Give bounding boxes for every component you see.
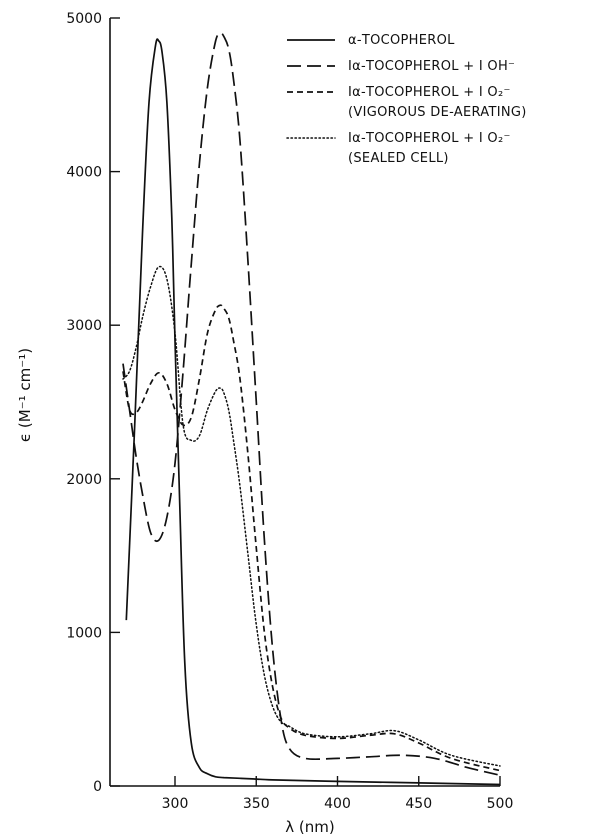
legend-note-3: (VIGOROUS DE-AERATING) — [348, 105, 527, 120]
legend-label-3: Iα-TOCOPHEROL + I O₂⁻ — [348, 85, 511, 100]
series-line-4 — [122, 265, 501, 767]
chart-ticks: 0 1000 2000 3000 4000 5000 300 350 400 450 500 — [66, 11, 513, 812]
series-line-2 — [122, 32, 501, 777]
legend-label-2: Iα-TOCOPHEROL + I OH⁻ — [348, 59, 515, 74]
legend-label-4: Iα-TOCOPHEROL + I O₂⁻ — [348, 131, 511, 146]
y-tick-label: 3000 — [66, 318, 102, 334]
y-tick-label: 5000 — [66, 11, 102, 27]
legend-note-4: (SEALED CELL) — [348, 151, 449, 166]
y-tick-label: 4000 — [66, 165, 102, 181]
series-line-3 — [122, 304, 501, 772]
y-tick-label: 1000 — [66, 625, 102, 641]
x-axis-label: λ (nm) — [285, 818, 334, 836]
x-tick-label: 400 — [324, 796, 351, 812]
chart-series — [122, 32, 501, 786]
x-tick-label: 350 — [243, 796, 270, 812]
x-tick-label: 300 — [162, 796, 189, 812]
chart-legend: α-TOCOPHEROL Iα-TOCOPHEROL + I OH⁻ Iα-TOCO… — [286, 33, 527, 166]
y-tick-label: 0 — [93, 779, 102, 795]
x-tick-label: 500 — [487, 796, 514, 812]
legend-label-1: α-TOCOPHEROL — [348, 33, 455, 48]
x-tick-label: 450 — [405, 796, 432, 812]
y-axis-label: ϵ (M⁻¹ cm⁻¹) — [16, 348, 34, 442]
y-tick-label: 2000 — [66, 472, 102, 488]
series-line-1 — [125, 38, 501, 786]
